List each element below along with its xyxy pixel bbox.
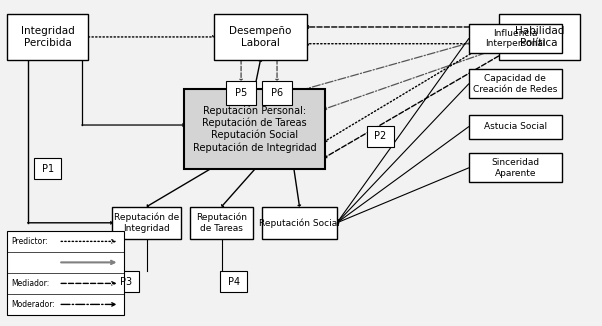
Bar: [469, 114, 562, 139]
Bar: [498, 14, 580, 60]
Bar: [7, 14, 88, 60]
Text: Reputación
de Tareas: Reputación de Tareas: [196, 213, 247, 233]
Text: Habilidad
Política: Habilidad Política: [515, 26, 564, 48]
Bar: [34, 158, 61, 179]
Text: Sinceridad
Aparente: Sinceridad Aparente: [491, 158, 539, 178]
Text: Influencia
Interpersonal: Influencia Interpersonal: [485, 29, 545, 48]
Bar: [262, 207, 337, 239]
Text: Integridad
Percibida: Integridad Percibida: [21, 26, 75, 48]
Text: Reputación Social: Reputación Social: [259, 218, 340, 228]
Text: Mediador:: Mediador:: [11, 279, 49, 288]
Text: Reputación Personal:
Reputación de Tareas
Reputación Social
Reputación de Integr: Reputación Personal: Reputación de Tarea…: [193, 106, 317, 153]
Bar: [469, 24, 562, 53]
Bar: [190, 207, 253, 239]
Text: P2: P2: [374, 131, 386, 141]
Bar: [112, 271, 139, 292]
Bar: [112, 207, 181, 239]
Text: P6: P6: [271, 88, 283, 98]
Text: P5: P5: [235, 88, 247, 98]
Bar: [469, 153, 562, 182]
Bar: [469, 69, 562, 98]
Text: Desempeño
Laboral: Desempeño Laboral: [229, 26, 292, 48]
Text: Moderador:: Moderador:: [11, 300, 55, 309]
Text: P1: P1: [42, 164, 54, 174]
Text: Capacidad de
Creación de Redes: Capacidad de Creación de Redes: [473, 74, 557, 94]
Bar: [220, 271, 247, 292]
Bar: [184, 89, 325, 170]
Bar: [214, 14, 307, 60]
Text: P3: P3: [120, 277, 132, 287]
Bar: [367, 126, 394, 147]
Text: Predictor:: Predictor:: [11, 237, 48, 246]
Text: Reputación de
Integridad: Reputación de Integridad: [114, 213, 179, 233]
Bar: [226, 81, 256, 105]
Bar: [7, 231, 124, 315]
Text: P4: P4: [228, 277, 240, 287]
Text: Astucia Social: Astucia Social: [483, 122, 547, 131]
Bar: [262, 81, 292, 105]
